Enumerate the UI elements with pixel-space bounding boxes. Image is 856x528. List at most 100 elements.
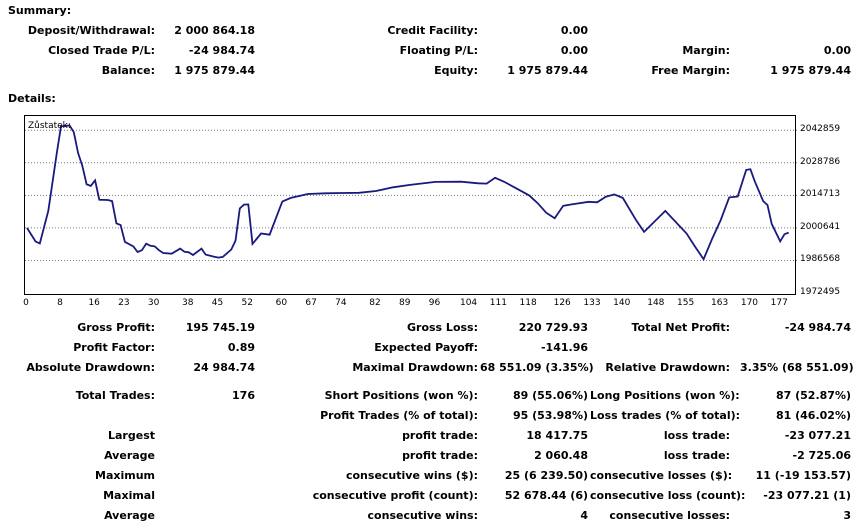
avg-consecutive-wins-value: 4 bbox=[580, 509, 588, 522]
closed-trade-pl-label: Closed Trade P/L: bbox=[48, 44, 155, 57]
maximal-drawdown-label: Maximal Drawdown: bbox=[352, 361, 478, 374]
x-tick-label: 38 bbox=[181, 298, 194, 308]
x-tick-label: 8 bbox=[57, 298, 63, 308]
x-tick-label: 170 bbox=[740, 298, 759, 308]
x-tick-label: 74 bbox=[335, 298, 347, 308]
absolute-drawdown-label: Absolute Drawdown: bbox=[26, 361, 155, 374]
largest-profit-label: profit trade: bbox=[402, 429, 478, 442]
average-loss-label: loss trade: bbox=[663, 449, 730, 462]
average-consecutive-label: Average bbox=[104, 509, 155, 522]
x-tick-label: 89 bbox=[399, 298, 411, 308]
deposit-label: Deposit/Withdrawal: bbox=[27, 24, 155, 37]
avg-consecutive-losses-value: 3 bbox=[843, 509, 851, 522]
profit-factor-label: Profit Factor: bbox=[73, 341, 155, 354]
x-tick-label: 163 bbox=[711, 298, 729, 308]
x-tick-label: 118 bbox=[519, 298, 537, 308]
chart-title: Zůstatek: bbox=[28, 120, 71, 131]
relative-drawdown-label: Relative Drawdown: bbox=[605, 361, 730, 374]
maximum-label: Maximum bbox=[95, 469, 155, 482]
maximal-consecutive-profit-value: 52 678.44 (6) bbox=[504, 489, 588, 502]
maximal-label: Maximal bbox=[103, 489, 155, 502]
x-tick-label: 126 bbox=[553, 298, 571, 308]
x-tick-label: 148 bbox=[647, 298, 665, 308]
y-tick-label: 1972495 bbox=[800, 287, 841, 297]
x-tick-label: 104 bbox=[459, 298, 478, 308]
x-tick-label: 60 bbox=[275, 298, 288, 308]
total-trades-value: 176 bbox=[232, 389, 255, 402]
gross-profit-label: Gross Profit: bbox=[77, 321, 155, 334]
max-consecutive-wins-label: consecutive wins ($): bbox=[345, 469, 478, 482]
average-loss-value: -2 725.06 bbox=[792, 449, 852, 462]
x-tick-label: 111 bbox=[489, 298, 507, 308]
x-tick-label: 133 bbox=[583, 298, 601, 308]
gross-loss-label: Gross Loss: bbox=[407, 321, 478, 334]
max-consecutive-losses-value: 11 (-19 153.57) bbox=[755, 469, 851, 482]
x-tick-label: 140 bbox=[613, 298, 631, 308]
floating-pl-value: 0.00 bbox=[560, 44, 588, 57]
x-tick-label: 82 bbox=[369, 298, 381, 308]
closed-trade-pl-value: -24 984.74 bbox=[188, 44, 255, 57]
x-tick-label: 177 bbox=[770, 298, 788, 308]
summary-title: Summary: bbox=[8, 4, 72, 17]
profit-factor-value: 0.89 bbox=[227, 341, 255, 354]
equity-value: 1 975 879.44 bbox=[507, 64, 588, 77]
long-positions-label: Long Positions (won %): bbox=[590, 389, 740, 402]
long-positions-value: 87 (52.87%) bbox=[775, 389, 851, 402]
balance-chart-svg: Zůstatek: bbox=[25, 120, 797, 262]
x-tick-label: 155 bbox=[677, 298, 695, 308]
maximal-consecutive-loss-label: consecutive loss (count): bbox=[590, 489, 746, 502]
y-tick-label: 1986568 bbox=[800, 254, 841, 265]
y-tick-label: 2000641 bbox=[800, 221, 841, 232]
expected-payoff-value: -141.96 bbox=[540, 341, 588, 354]
loss-trades-value: 81 (46.02%) bbox=[775, 409, 851, 422]
relative-drawdown-value: 3.35% (68 551.09) bbox=[740, 361, 854, 374]
margin-label: Margin: bbox=[682, 44, 730, 57]
profit-trades-value: 95 (53.98%) bbox=[512, 409, 588, 422]
balance-series-line bbox=[26, 124, 790, 262]
x-tick-label: 16 bbox=[88, 298, 100, 308]
y-tick-label: 2042859 bbox=[800, 124, 841, 135]
maximal-drawdown-value: 68 551.09 (3.35%) bbox=[480, 361, 594, 374]
balance-label: Balance: bbox=[101, 64, 155, 77]
net-profit-value: -24 984.74 bbox=[784, 321, 851, 334]
credit-facility-value: 0.00 bbox=[560, 24, 588, 37]
balance-value: 1 975 879.44 bbox=[174, 64, 255, 77]
average-profit-value: 2 060.48 bbox=[534, 449, 588, 462]
expected-payoff-label: Expected Payoff: bbox=[374, 341, 478, 354]
details-title: Details: bbox=[8, 92, 56, 105]
free-margin-value: 1 975 879.44 bbox=[770, 64, 851, 77]
maximal-consecutive-profit-label: consecutive profit (count): bbox=[312, 489, 478, 502]
x-tick-label: 67 bbox=[305, 298, 317, 308]
x-tick-label: 52 bbox=[241, 298, 253, 308]
largest-profit-value: 18 417.75 bbox=[526, 429, 588, 442]
short-positions-label: Short Positions (won %): bbox=[324, 389, 478, 402]
x-tick-label: 23 bbox=[118, 298, 130, 308]
deposit-value: 2 000 864.18 bbox=[174, 24, 255, 37]
y-tick-label: 2014713 bbox=[800, 189, 841, 200]
margin-value: 0.00 bbox=[823, 44, 851, 57]
x-tick-label: 96 bbox=[428, 298, 441, 308]
loss-trades-label: Loss trades (% of total): bbox=[590, 409, 741, 422]
equity-label: Equity: bbox=[434, 64, 478, 77]
x-tick-label: 30 bbox=[147, 298, 160, 308]
avg-consecutive-wins-label: consecutive wins: bbox=[367, 509, 478, 522]
balance-chart: Zůstatek: bbox=[24, 115, 797, 295]
floating-pl-label: Floating P/L: bbox=[399, 44, 478, 57]
gross-profit-value: 195 745.19 bbox=[185, 321, 255, 334]
max-consecutive-losses-label: consecutive losses ($): bbox=[590, 469, 733, 482]
profit-trades-label: Profit Trades (% of total): bbox=[320, 409, 478, 422]
largest-loss-value: -23 077.21 bbox=[784, 429, 851, 442]
largest-label: Largest bbox=[108, 429, 155, 442]
max-consecutive-wins-value: 25 (6 239.50) bbox=[504, 469, 588, 482]
average-label: Average bbox=[104, 449, 155, 462]
gross-loss-value: 220 729.93 bbox=[518, 321, 588, 334]
net-profit-label: Total Net Profit: bbox=[631, 321, 731, 334]
x-tick-label: 45 bbox=[211, 298, 224, 308]
x-tick-label: 0 bbox=[23, 298, 29, 308]
free-margin-label: Free Margin: bbox=[651, 64, 730, 77]
y-tick-label: 2028786 bbox=[800, 156, 841, 167]
credit-facility-label: Credit Facility: bbox=[387, 24, 478, 37]
total-trades-label: Total Trades: bbox=[75, 389, 155, 402]
largest-loss-label: loss trade: bbox=[663, 429, 730, 442]
absolute-drawdown-value: 24 984.74 bbox=[193, 361, 255, 374]
